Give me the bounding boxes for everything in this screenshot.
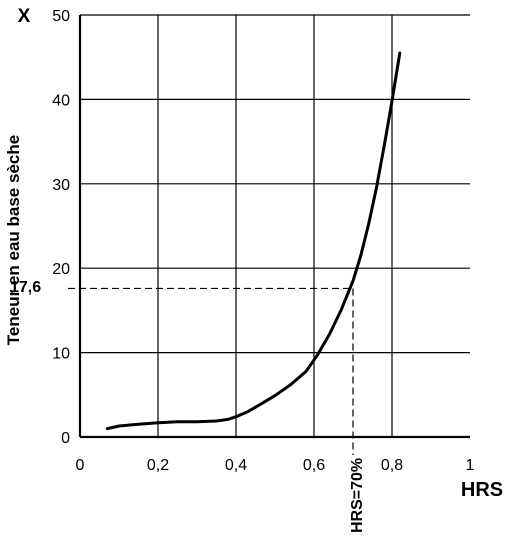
y-tick-label: 0: [61, 430, 70, 447]
x-tick-label: 0,6: [303, 457, 325, 474]
y-tick-label: 50: [52, 8, 70, 25]
y-tick-label: 30: [52, 177, 70, 194]
series-line: [105, 51, 402, 431]
annotation-x-label: HRS=70%: [349, 458, 366, 533]
reference-lines: [68, 287, 354, 455]
x-tick-label: 0,8: [381, 457, 403, 474]
y-axis-symbol: X: [18, 6, 31, 27]
series: [105, 51, 402, 431]
x-tick-label: 0: [76, 457, 85, 474]
axes: [78, 15, 470, 439]
labels: X HRS Teneur en eau base sèche 17,6 HRS=…: [4, 6, 503, 533]
x-tick-label: 1: [466, 457, 475, 474]
x-tick-label: 0,4: [225, 457, 247, 474]
y-tick-label: 20: [52, 261, 70, 278]
y-tick-label: 10: [52, 346, 70, 363]
y-axis-label: Teneur en eau base sèche: [4, 135, 23, 345]
annotation-y-label: 17,6: [10, 279, 41, 296]
grid: [80, 14, 470, 437]
x-axis-label: HRS: [461, 479, 503, 501]
y-tick-label: 40: [52, 92, 70, 109]
x-tick-label: 0,2: [147, 457, 169, 474]
